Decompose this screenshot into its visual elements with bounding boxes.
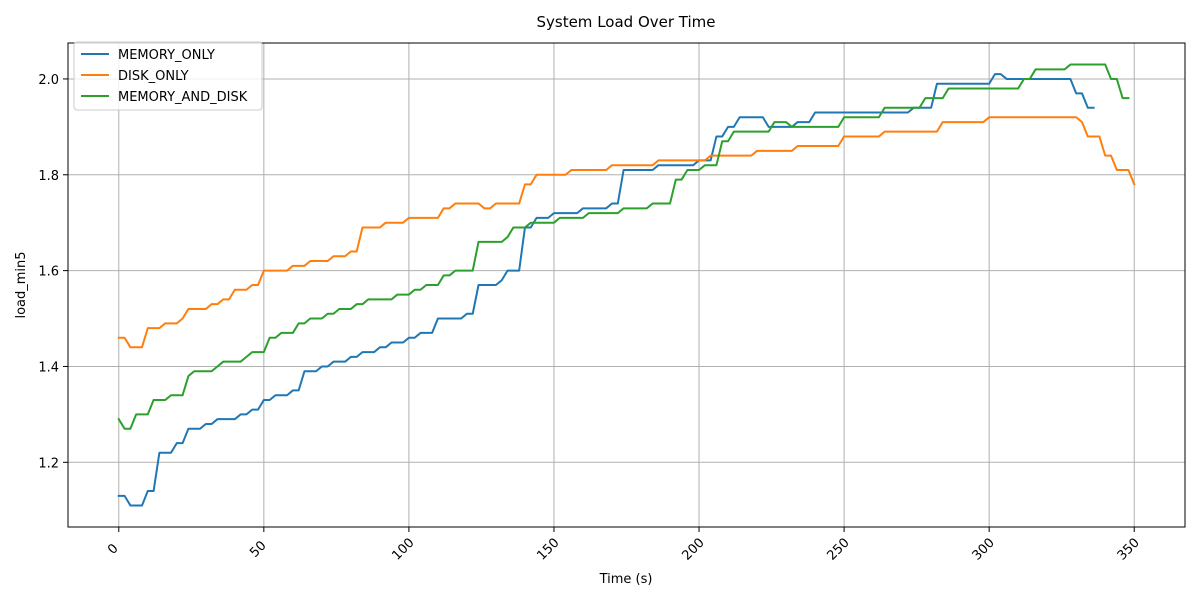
- y-tick-label: 1.2: [38, 456, 59, 471]
- series-line-memory-only: [117, 73, 1095, 507]
- chart-title: System Load Over Time: [536, 13, 715, 31]
- x-axis-label: Time (s): [599, 572, 653, 587]
- legend-box: [73, 41, 263, 111]
- series-line-disk-only: [117, 116, 1136, 349]
- legend: MEMORY_ONLY DISK_ONLY MEMORY_AND_DISK: [73, 41, 263, 111]
- y-tick-label: 1.6: [38, 265, 59, 280]
- legend-label-memory-only: MEMORY_ONLY: [118, 48, 215, 63]
- plot-frame: [67, 42, 1186, 528]
- legend-label-memory-and-disk: MEMORY_AND_DISK: [118, 90, 248, 105]
- legend-label-disk-only: DISK_ONLY: [118, 69, 189, 84]
- series-line-memory-and-disk: [117, 63, 1130, 430]
- y-axis-ticks: 1.2 1.4 1.6 1.8 2.0: [38, 73, 68, 471]
- series-layer: [117, 63, 1136, 507]
- y-tick-label: 2.0: [38, 73, 59, 88]
- y-tick-label: 1.8: [38, 169, 59, 184]
- grid-lines: [68, 43, 1185, 527]
- y-tick-label: 1.4: [38, 360, 59, 375]
- y-axis-label: load_min5: [14, 251, 29, 318]
